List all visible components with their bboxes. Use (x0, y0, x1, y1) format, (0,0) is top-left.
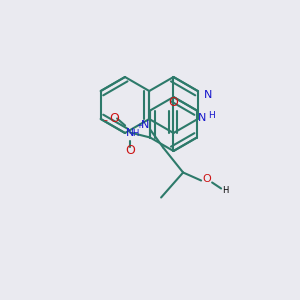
Text: N: N (126, 128, 134, 137)
Text: -: - (103, 116, 107, 125)
Text: O: O (125, 144, 135, 157)
Text: O: O (169, 95, 178, 109)
Text: H: H (208, 110, 215, 119)
Text: N: N (141, 121, 149, 130)
Text: +: + (136, 122, 142, 128)
Text: N: N (198, 113, 206, 123)
Text: N: N (204, 90, 212, 100)
Text: O: O (203, 173, 212, 184)
Text: O: O (109, 112, 119, 125)
Text: H: H (132, 129, 138, 138)
Text: H: H (222, 186, 228, 195)
